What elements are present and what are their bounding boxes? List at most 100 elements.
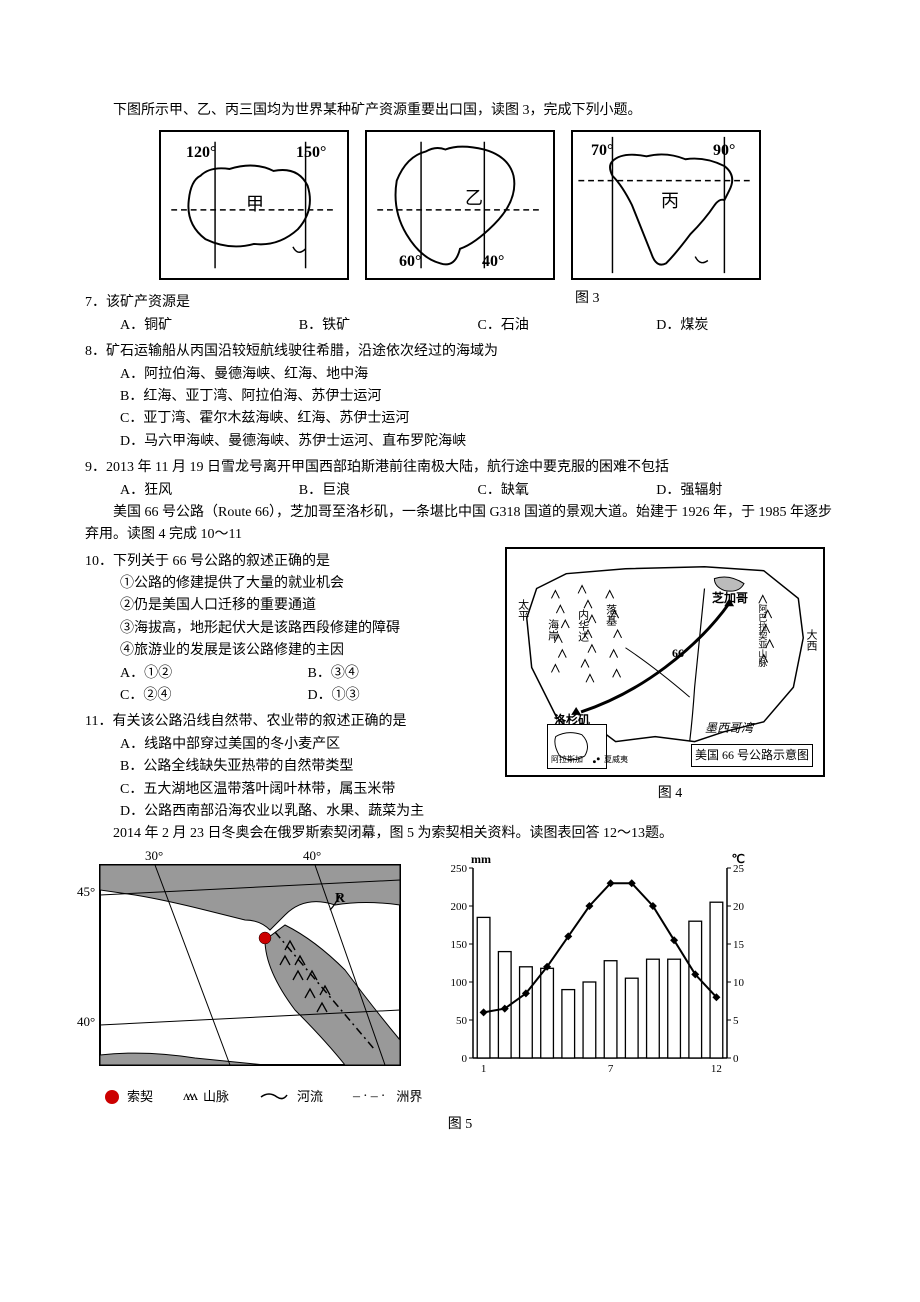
fig3-caption: 图 3 [535, 288, 835, 314]
q8-text: 8．矿石运输船从丙国沿较短航线驶往希腊，沿途依次经过的海域为 [85, 341, 835, 363]
label-moxige: 墨西哥湾 [705, 719, 753, 738]
intro-fig3: 下图所示甲、乙、丙三国均为世界某种矿产资源重要出口国，读图 3，完成下列小题。 [85, 100, 835, 122]
map-bing-lon1: 70° [591, 138, 613, 164]
legend-border: –·–· 洲界 [353, 1086, 422, 1108]
label-taipingyang: 太平 [513, 599, 531, 621]
label-66: 66 [672, 644, 684, 663]
q10-a: A．①② [120, 663, 308, 685]
sochi-map: 30° 40° 45° 40° R [85, 850, 415, 1080]
fig4-map: 太平 大西 海岸 内华达 落基 阿巴拉契亚山脉 芝加哥 洛杉矶 66 墨西哥湾 … [505, 547, 825, 777]
label-neihuada: 内华达 [573, 609, 591, 642]
mtn-icon: ᴧᴧᴧ [183, 1086, 195, 1108]
svg-text:20: 20 [733, 901, 745, 913]
legend-sochi-label: 索契 [127, 1087, 153, 1108]
legend-mtn: ᴧᴧᴧ 山脉 [183, 1086, 229, 1108]
svg-text:12: 12 [711, 1063, 722, 1075]
q8-choices: A．阿拉伯海、曼德海峡、红海、地中海 B．红海、亚丁湾、阿拉伯海、苏伊士运河 C… [85, 364, 835, 454]
q10-b: B．③④ [308, 663, 496, 685]
svg-text:℃: ℃ [732, 852, 745, 866]
legend-border-label: 洲界 [396, 1087, 422, 1108]
usmap-inset: 阿拉斯加 夏威夷 [547, 724, 607, 769]
map-jia-lon2: 150° [296, 140, 326, 166]
legend-mtn-label: 山脉 [203, 1087, 229, 1108]
sochi-lat1: 45° [77, 882, 95, 903]
q11-a: A．线路中部穿过美国的冬小麦产区 [120, 734, 495, 756]
svg-text:150: 150 [451, 939, 468, 951]
q8-c: C．亚丁湾、霍尔木兹海峡、红海、苏伊士运河 [120, 408, 835, 430]
map-yi-lon1: 60° [399, 249, 421, 275]
map-yi-label: 乙 [465, 184, 483, 213]
svg-text:5: 5 [733, 1015, 739, 1027]
border-icon: –·–· [353, 1086, 388, 1108]
q9-b: B．巨浪 [299, 480, 478, 502]
river-icon [259, 1087, 289, 1108]
q8-b: B．红海、亚丁湾、阿拉伯海、苏伊士运河 [120, 386, 835, 408]
inset-hawaii: 夏威夷 [604, 754, 628, 767]
q11-text: 11．有关该公路沿线自然带、农业带的叙述正确的是 [85, 711, 495, 733]
label-daxiyang: 大西 [801, 629, 819, 651]
q10-s4: ④旅游业的发展是该公路修建的主因 [85, 640, 495, 662]
svg-text:100: 100 [451, 977, 468, 989]
q10-text: 10．下列关于 66 号公路的叙述正确的是 [85, 551, 495, 573]
label-apalaqiya: 阿巴拉契亚山脉 [755, 604, 769, 667]
q10-s1: ①公路的修建提供了大量的就业机会 [85, 573, 495, 595]
map-jia-lon1: 120° [186, 140, 216, 166]
climate-chart: 0501001502002500510152025mm℃1712 [435, 850, 765, 1080]
q10-d: D．①③ [308, 685, 496, 707]
q7-a: A．铜矿 [120, 315, 299, 337]
q9-choices: A．狂风 B．巨浪 C．缺氧 D．强辐射 [85, 480, 835, 502]
svg-text:7: 7 [608, 1063, 614, 1075]
svg-text:0: 0 [733, 1053, 739, 1065]
legend-sochi: 索契 [105, 1087, 153, 1108]
q7-choices: A．铜矿 B．铁矿 C．石油 D．煤炭 [85, 315, 835, 337]
map-yi: 60° 40° 乙 [365, 130, 555, 280]
svg-text:10: 10 [733, 977, 745, 989]
q10-choices: A．①② B．③④ C．②④ D．①③ [85, 663, 495, 708]
intro-sochi: 2014 年 2 月 23 日冬奥会在俄罗斯索契闭幕，图 5 为索契相关资料。读… [85, 823, 835, 845]
q8-a: A．阿拉伯海、曼德海峡、红海、地中海 [120, 364, 835, 386]
q8-d: D．马六甲海峡、曼德海峡、苏伊士运河、直布罗陀海峡 [120, 431, 835, 453]
fig4-title: 美国 66 号公路示意图 [691, 744, 813, 767]
sochi-lon2: 40° [303, 846, 321, 867]
q7-c: C．石油 [478, 315, 657, 337]
q10-s3: ③海拔高，地形起伏大是该路西段修建的障碍 [85, 618, 495, 640]
q11-d: D．公路西南部沿海农业以乳酪、水果、蔬菜为主 [120, 801, 495, 823]
q11-b: B．公路全线缺失亚热带的自然带类型 [120, 756, 495, 778]
fig3-maps: 120° 150° 甲 60° 40° 乙 70° 90° 丙 [85, 130, 835, 280]
q9-text: 9．2013 年 11 月 19 日雪龙号离开甲国西部珀斯港前往南极大陆，航行途… [85, 457, 835, 479]
q7-text: 7．该矿产资源是 [85, 292, 535, 314]
sochi-lat2: 40° [77, 1012, 95, 1033]
svg-text:1: 1 [481, 1063, 487, 1075]
svg-text:200: 200 [451, 901, 468, 913]
map-bing: 70° 90° 丙 [571, 130, 761, 280]
intro-route66: 美国 66 号公路（Route 66），芝加哥至洛杉矶，一条堪比中国 G318 … [85, 502, 835, 547]
q11-c: C．五大湖地区温带落叶阔叶林带，属玉米带 [120, 779, 495, 801]
dot-icon [105, 1090, 119, 1104]
fig4-caption: 图 4 [505, 783, 835, 805]
q11-choices: A．线路中部穿过美国的冬小麦产区 B．公路全线缺失亚热带的自然带类型 C．五大湖… [85, 734, 495, 824]
svg-text:50: 50 [456, 1015, 468, 1027]
q7-d: D．煤炭 [656, 315, 835, 337]
map-jia-label: 甲 [246, 190, 264, 219]
map-bing-lon2: 90° [713, 138, 735, 164]
inset-alaska: 阿拉斯加 [551, 754, 583, 767]
svg-text:15: 15 [733, 939, 745, 951]
map-jia: 120° 150° 甲 [159, 130, 349, 280]
map-bing-label: 丙 [661, 187, 679, 216]
map-yi-lon2: 40° [482, 249, 504, 275]
legend-row: 索契 ᴧᴧᴧ 山脉 河流 –·–· 洲界 [85, 1086, 835, 1108]
sochi-R: R [335, 888, 345, 910]
q10-s2: ②仍是美国人口迁移的重要通道 [85, 595, 495, 617]
label-haian: 海岸 [543, 619, 561, 641]
q7-b: B．铁矿 [299, 315, 478, 337]
legend-river-label: 河流 [297, 1087, 323, 1108]
label-zhijiage: 芝加哥 [712, 589, 748, 608]
q9-a: A．狂风 [120, 480, 299, 502]
svg-text:mm: mm [471, 852, 491, 866]
svg-text:250: 250 [451, 863, 468, 875]
sochi-lon1: 30° [145, 846, 163, 867]
q10-c: C．②④ [120, 685, 308, 707]
q9-d: D．强辐射 [656, 480, 835, 502]
svg-text:0: 0 [462, 1053, 468, 1065]
label-luoji: 落基 [601, 604, 619, 626]
